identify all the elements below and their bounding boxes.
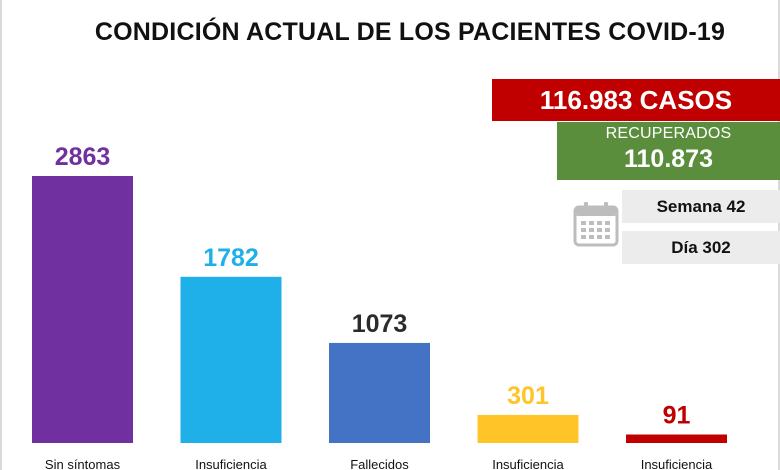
category-label-1: Sin síntomas <box>45 457 121 470</box>
calendar-icon <box>573 202 619 247</box>
total-cases-badge: 116.983 CASOS <box>492 79 780 121</box>
day-box: Día 302 <box>622 231 780 264</box>
category-label-3: Fallecidos <box>350 457 409 470</box>
bar-1 <box>32 176 133 443</box>
bar-value-label-5: 91 <box>663 402 691 430</box>
bar-value-label-3: 1073 <box>352 310 408 338</box>
recovered-label: RECUPERADOS <box>605 125 732 142</box>
category-label-4: Insuficiencia <box>492 457 564 470</box>
category-label-5: Insuficiencia <box>641 457 713 470</box>
bar-value-label-1: 2863 <box>55 143 111 171</box>
bar-3 <box>329 342 430 443</box>
bar-value-label-4: 301 <box>507 382 549 410</box>
chart-title: CONDICIÓN ACTUAL DE LOS PACIENTES COVID-… <box>94 18 726 46</box>
bar-5 <box>626 434 727 443</box>
frame-left-border <box>0 0 2 470</box>
week-box: Semana 42 <box>622 190 780 223</box>
recovered-value: 110.873 <box>624 145 713 173</box>
recovered-panel: RECUPERADOS 110.873 <box>557 122 780 180</box>
bar-4 <box>477 414 579 443</box>
bar-2 <box>180 276 282 443</box>
category-label-2: Insuficiencia <box>195 457 267 470</box>
bar-value-label-2: 1782 <box>203 244 259 272</box>
